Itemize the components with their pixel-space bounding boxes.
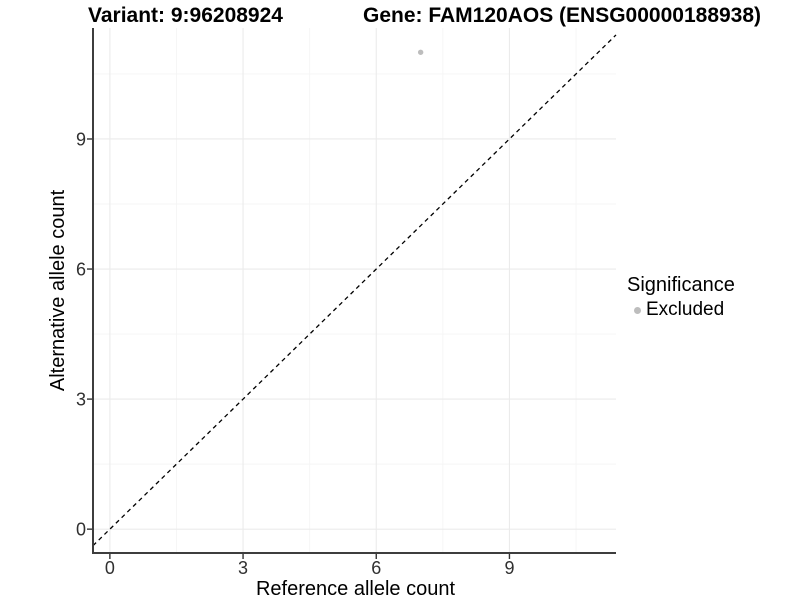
legend-title: Significance bbox=[627, 274, 735, 296]
y-tick-label: 9 bbox=[76, 129, 86, 149]
y-tick-label: 3 bbox=[76, 390, 86, 410]
y-axis-title: Alternative allele count bbox=[47, 189, 69, 391]
x-tick-label: 6 bbox=[371, 558, 381, 578]
identity-line bbox=[92, 34, 617, 547]
gene-title: Gene: FAM120AOS (ENSG00000188938) bbox=[363, 4, 762, 27]
y-tick-label: 0 bbox=[76, 520, 86, 540]
excluded-point-marker-icon bbox=[634, 306, 641, 314]
legend-item-label: Excluded bbox=[646, 299, 725, 320]
x-tick-label: 3 bbox=[238, 558, 248, 578]
data-point bbox=[417, 49, 424, 55]
legend: Significance Excluded bbox=[627, 274, 735, 321]
y-tick-label: 6 bbox=[76, 260, 86, 280]
x-axis-title: Reference allele count bbox=[256, 578, 455, 600]
variant-title: Variant: 9:96208924 bbox=[88, 4, 283, 27]
legend-item-excluded: Excluded bbox=[627, 299, 735, 321]
x-tick-label: 0 bbox=[105, 558, 115, 578]
x-tick-label: 9 bbox=[504, 558, 514, 578]
